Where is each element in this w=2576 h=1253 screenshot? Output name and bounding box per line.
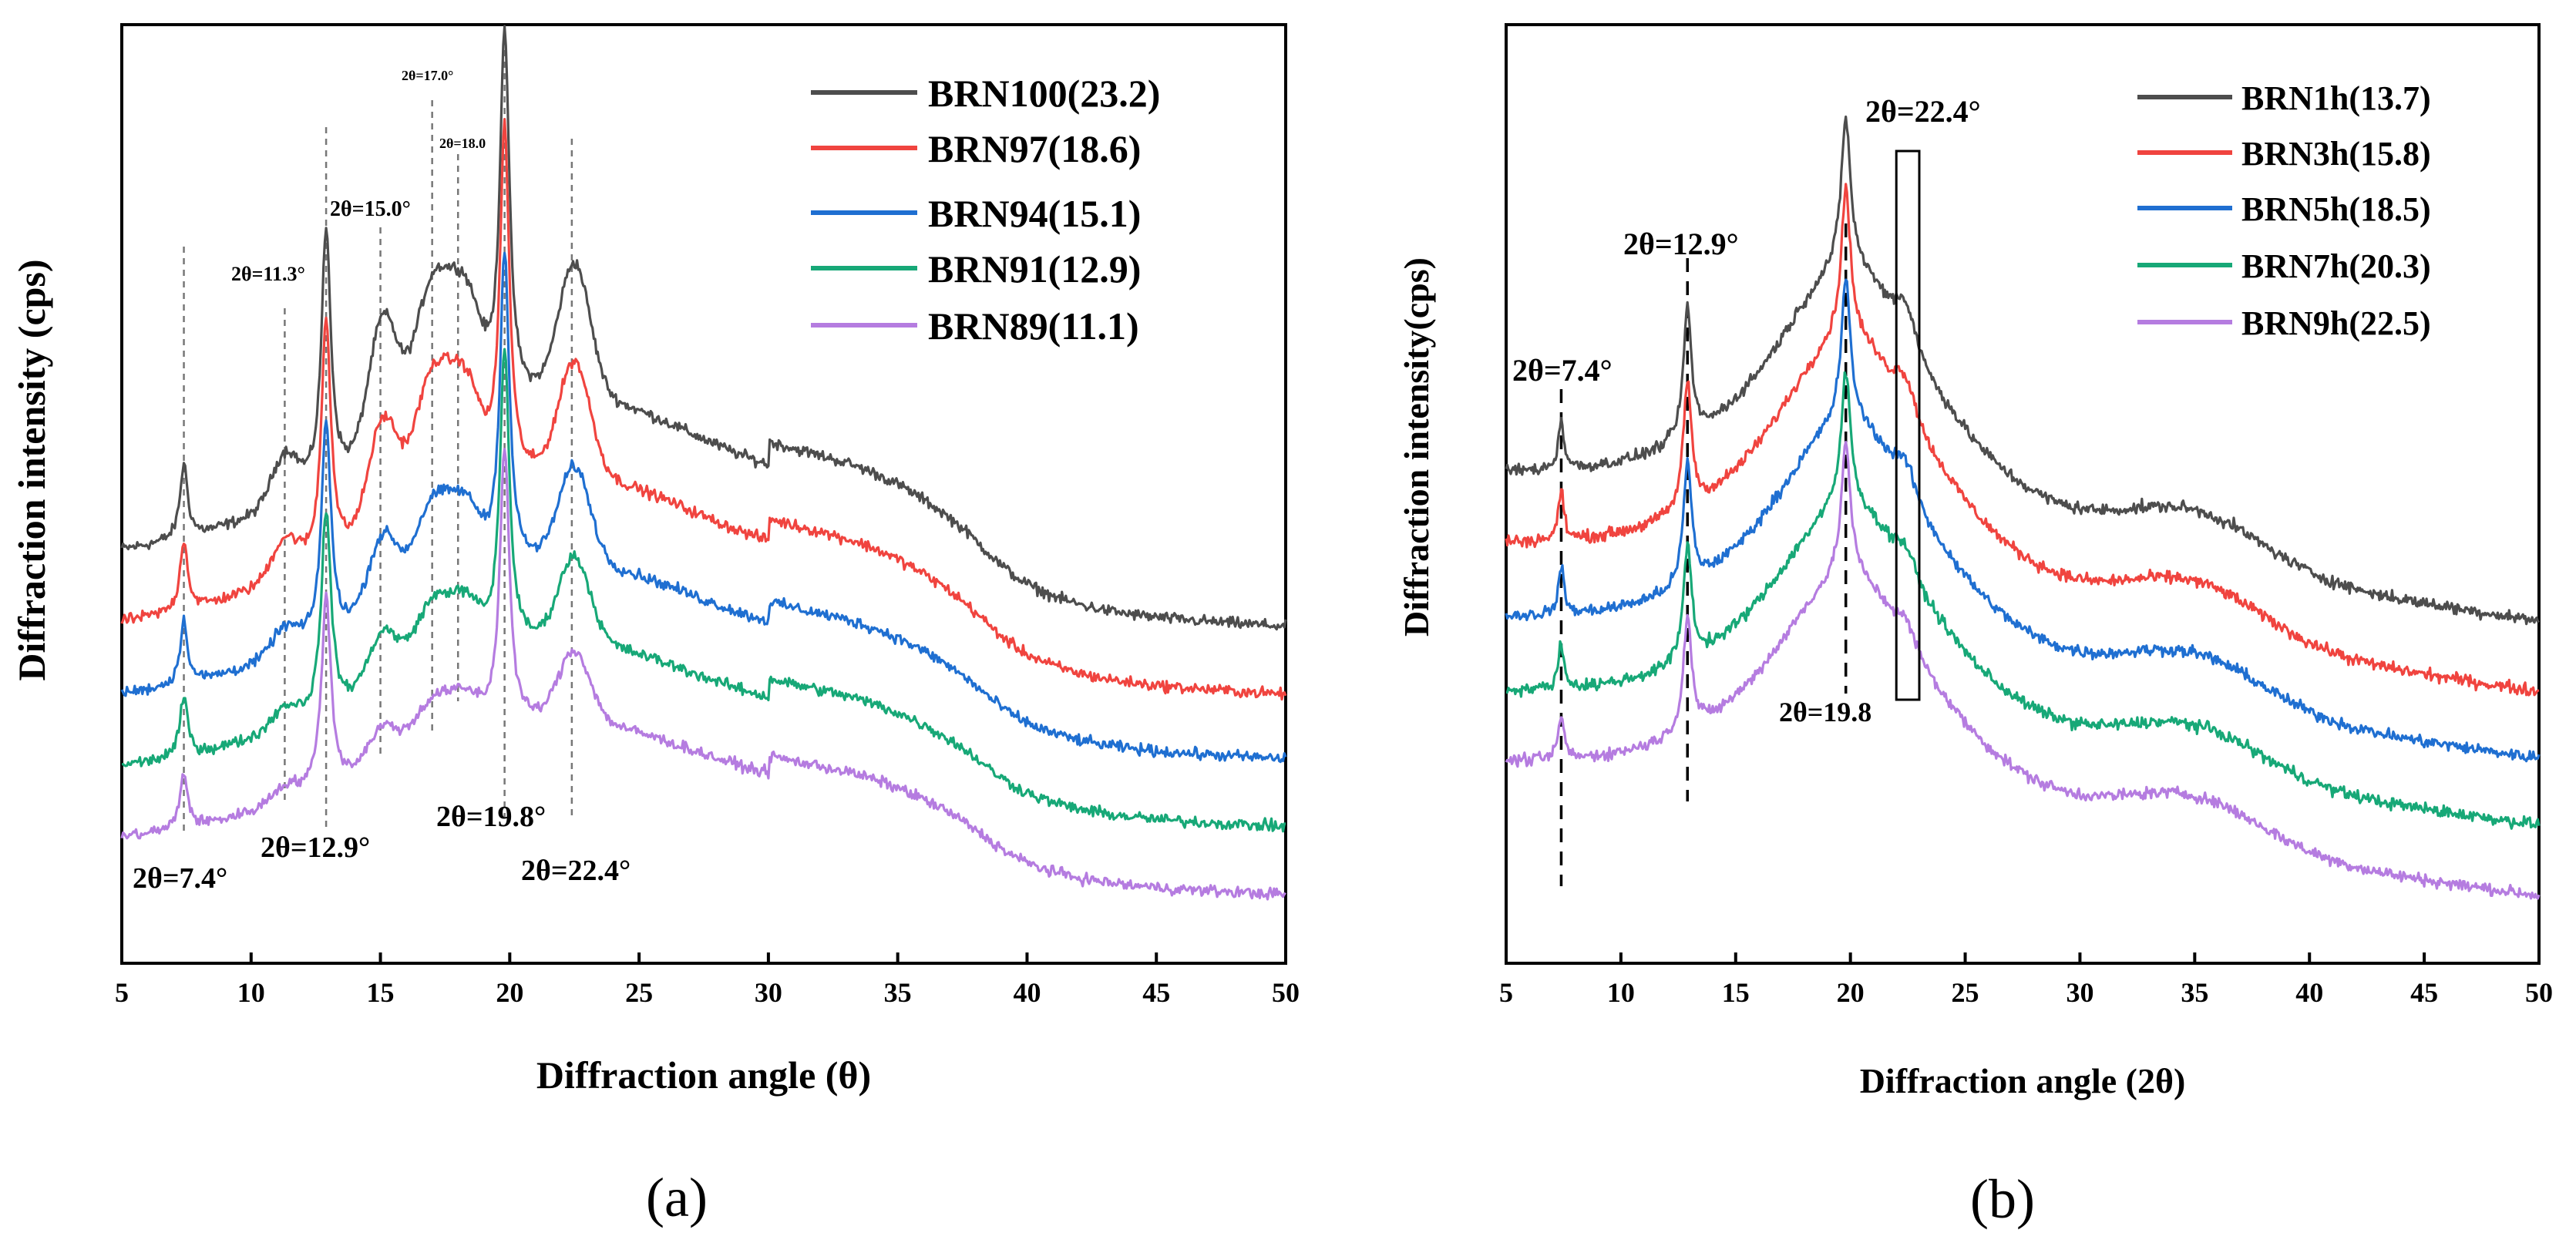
x-tick-label-b-0: 5	[1499, 977, 1513, 1008]
x-tick-label-a-8: 45	[1142, 977, 1170, 1008]
reference-lines-a	[183, 39, 573, 832]
series-line-b-4	[1505, 441, 2541, 900]
legend-label-a-2: BRN94(15.1)	[928, 192, 1141, 235]
annotation-a-19-8: 2θ=19.8°	[436, 801, 546, 833]
panel-label-a: (a)	[646, 1167, 708, 1228]
x-tick-label-b-5: 30	[2066, 977, 2093, 1008]
y-axis-label-a: Diffraction intensity (cps)	[10, 259, 53, 680]
series-line-b-1	[1505, 183, 2540, 697]
x-tick-label-b-8: 45	[2410, 977, 2438, 1008]
x-tick-label-a-9: 50	[1272, 977, 1300, 1008]
x-axis-label-b: Diffraction angle (2θ)	[1860, 1061, 2186, 1100]
series-line-a-4	[120, 448, 1286, 901]
annotation-a-12-9: 2θ=12.9°	[261, 831, 370, 864]
annotation-b-12-9: 2θ=12.9°	[1623, 227, 1739, 261]
x-axis-label-a: Diffraction angle (θ)	[536, 1053, 871, 1097]
x-tick-label-a-7: 40	[1013, 977, 1041, 1008]
x-ticks-b: 5 10 15 20 25 30 35 40 45 50	[1499, 952, 2553, 1008]
x-tick-label-b-7: 40	[2295, 977, 2323, 1008]
plot-frame-b	[1505, 23, 2541, 965]
x-tick-label-b-9: 50	[2525, 977, 2553, 1008]
annotation-a-15-0: 2θ=15.0°	[330, 197, 411, 221]
x-tick-label-b-1: 10	[1607, 977, 1635, 1008]
annotation-a-22-4: 2θ=22.4°	[521, 855, 631, 887]
x-tick-label-a-1: 10	[237, 977, 265, 1008]
x-tick-label-b-2: 15	[1722, 977, 1750, 1008]
legend-b: BRN1h(13.7) BRN3h(15.8) BRN5h(18.5) BRN7…	[2137, 79, 2431, 342]
x-tick-label-a-0: 5	[115, 977, 129, 1008]
annotation-a-7-4: 2θ=7.4°	[133, 862, 227, 895]
annotation-b-7-4: 2θ=7.4°	[1512, 353, 1613, 388]
annotation-a-18-0: 2θ=18.0	[439, 136, 486, 151]
x-tick-label-b-3: 20	[1837, 977, 1865, 1008]
annotation-b-19-8: 2θ=19.8	[1779, 697, 1871, 727]
panel-label-b: (b)	[1970, 1168, 2035, 1230]
series-line-a-2	[120, 251, 1287, 764]
annotation-a-17-0: 2θ=17.0°	[402, 68, 453, 83]
legend-label-b-0: BRN1h(13.7)	[2241, 79, 2431, 117]
x-tick-label-b-6: 35	[2181, 977, 2208, 1008]
annotation-b-22-4: 2θ=22.4°	[1865, 94, 1981, 129]
x-tick-label-a-4: 25	[625, 977, 653, 1008]
series-line-a-1	[120, 118, 1287, 701]
legend-label-a-4: BRN89(11.1)	[928, 304, 1139, 348]
x-tick-label-a-6: 35	[884, 977, 912, 1008]
series-group-b	[1505, 115, 2541, 900]
legend-a: BRN100(23.2) BRN97(18.6) BRN94(15.1) BRN…	[811, 72, 1160, 348]
annotation-a-11-3: 2θ=11.3°	[231, 263, 305, 285]
x-tick-label-b-4: 25	[1952, 977, 1979, 1008]
series-group-a	[120, 25, 1287, 901]
panel-b-chart: 5 10 15 20 25 30 35 40 45 50 Diffraction angle (2…	[1397, 23, 2553, 1230]
x-tick-label-a-5: 30	[755, 977, 782, 1008]
reference-lines-b	[1559, 223, 1848, 886]
legend-label-a-1: BRN97(18.6)	[928, 127, 1141, 170]
series-line-b-3	[1505, 371, 2541, 830]
y-axis-label-b: Diffraction intensity(cps)	[1397, 257, 1436, 637]
legend-label-a-0: BRN100(23.2)	[928, 72, 1160, 115]
series-line-a-3	[121, 348, 1286, 833]
highlight-box-22-4	[1895, 149, 1921, 701]
series-line-b-2	[1505, 278, 2541, 763]
panel-a-chart: 5 10 15 20 25 30 35 40 45 50 Diffraction angle (θ…	[10, 23, 1300, 1228]
legend-label-b-3: BRN7h(20.3)	[2241, 247, 2431, 285]
legend-label-b-4: BRN9h(22.5)	[2241, 304, 2431, 342]
legend-label-b-2: BRN5h(18.5)	[2241, 190, 2431, 228]
x-ticks-a: 5 10 15 20 25 30 35 40 45 50	[115, 952, 1300, 1008]
x-tick-label-a-2: 15	[367, 977, 395, 1008]
x-tick-label-a-3: 20	[496, 977, 523, 1008]
series-line-b-0	[1505, 115, 2541, 626]
legend-label-a-3: BRN91(12.9)	[928, 247, 1141, 291]
legend-label-b-1: BRN3h(15.8)	[2241, 135, 2431, 173]
series-line-a-0	[120, 25, 1287, 631]
plot-frame-a	[120, 23, 1287, 965]
